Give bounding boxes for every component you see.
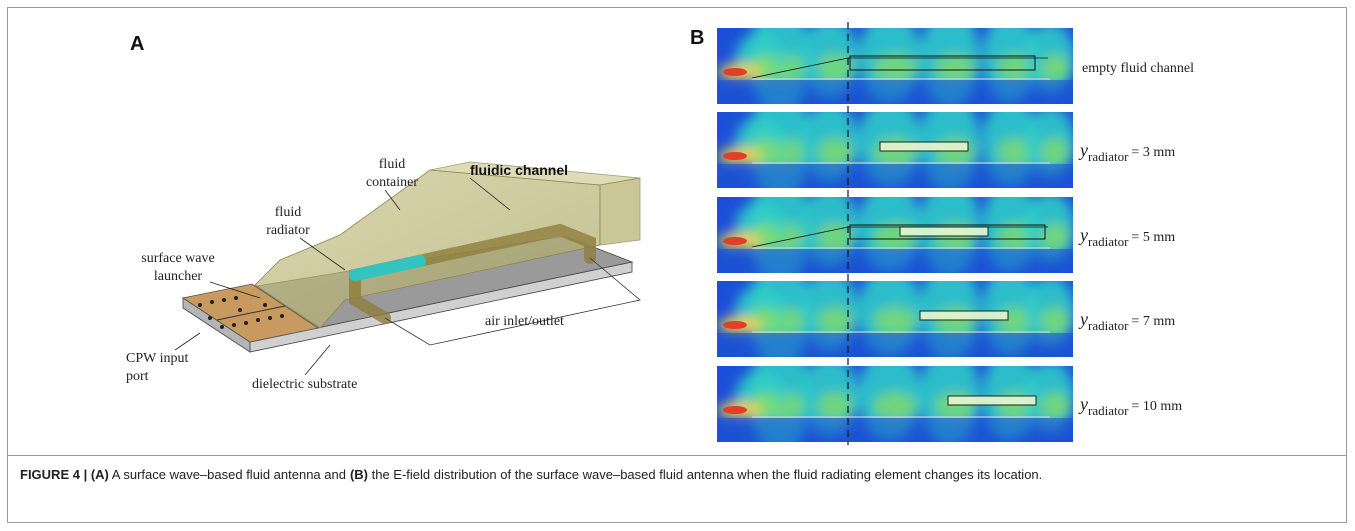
caption-text: A surface wave–based fluid antenna and [112, 467, 346, 482]
field-bottom [717, 164, 1073, 188]
row-label: yradiator= 10 mm [1078, 394, 1182, 418]
panel-ref: (B) [350, 467, 368, 482]
caption: FIGURE 4 | (A) A surface wave–based flui… [20, 462, 1320, 487]
value-text: = 3 mm [1131, 145, 1175, 160]
value-text: = 10 mm [1131, 399, 1182, 414]
annotation: fluid [275, 205, 301, 220]
annotation: fluid [379, 157, 405, 172]
row-label: yradiator= 5 mm [1078, 225, 1175, 249]
hot-spot [723, 68, 747, 76]
row-label: yradiator= 3 mm [1078, 140, 1175, 164]
annotation: launcher [154, 269, 203, 284]
caption-text: the E-field distribution of the surface … [372, 467, 1043, 482]
value-text: = 5 mm [1131, 230, 1175, 245]
annotation: dielectric substrate [252, 377, 357, 392]
row-label: empty fluid channel [1082, 61, 1194, 76]
field-blob [1040, 307, 1070, 335]
subscript: radiator [1088, 318, 1129, 333]
subscript: radiator [1088, 403, 1129, 418]
subscript: radiator [1088, 234, 1129, 249]
hot-spot [723, 406, 747, 414]
annotation: container [366, 175, 418, 190]
field-blob [1040, 138, 1070, 166]
symbol: y [1078, 309, 1088, 329]
antenna-drawing [183, 162, 640, 352]
annotation: port [126, 369, 149, 384]
hot-spot [723, 321, 747, 329]
radiator [920, 311, 1008, 320]
field-map [717, 0, 1075, 118]
field-layer [717, 0, 1075, 118]
value-text: = 7 mm [1131, 314, 1175, 329]
annotation: air inlet/outlet [485, 314, 564, 329]
hot-spot [723, 152, 747, 160]
field-bottom [717, 249, 1073, 273]
annotation: CPW input [126, 351, 188, 366]
radiator [880, 142, 968, 151]
row-label: yradiator= 7 mm [1078, 309, 1175, 333]
panel-label: A [130, 33, 144, 55]
radiator [900, 227, 988, 236]
field-blob [1040, 392, 1070, 420]
figure-number: FIGURE 4 | [20, 467, 87, 482]
field-bottom [717, 80, 1073, 104]
field-bottom [717, 333, 1073, 357]
field-bottom [717, 418, 1073, 442]
panel-label: B [690, 27, 704, 49]
separator [7, 455, 1347, 456]
subscript: radiator [1088, 149, 1129, 164]
field-blob [873, 392, 917, 420]
annotation: fluidic channel [470, 162, 568, 178]
hot-spot [723, 237, 747, 245]
symbol: y [1078, 140, 1088, 160]
field-blob [873, 307, 917, 335]
annotation: surface wave [141, 251, 214, 266]
symbol: y [1078, 394, 1088, 414]
annotation: radiator [266, 223, 310, 238]
radiator [948, 396, 1036, 405]
panel-ref: (A) [91, 467, 109, 482]
symbol: y [1078, 225, 1088, 245]
